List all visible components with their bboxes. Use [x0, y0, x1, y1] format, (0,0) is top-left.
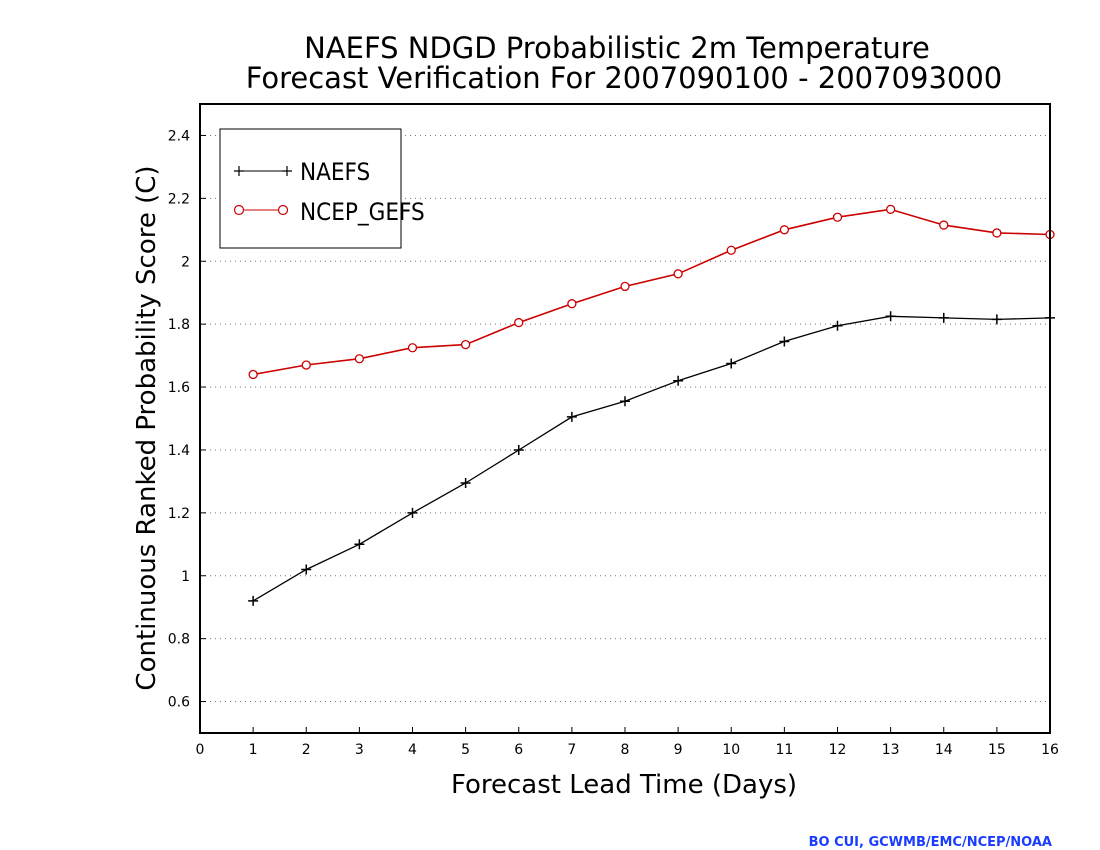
- legend-box: [219, 128, 402, 249]
- data-series: [248, 204, 1055, 606]
- x-tick-label: 14: [935, 742, 953, 758]
- data-point-naefs: [726, 358, 737, 369]
- series-line-ncep-gefs: [252, 208, 1051, 376]
- x-tick-label: 1: [249, 742, 258, 758]
- x-tick-label: 9: [674, 742, 683, 758]
- data-point-ncep-gefs: [673, 269, 683, 279]
- y-tick-label: 1.6: [168, 380, 190, 396]
- x-tick-label: 5: [461, 742, 470, 758]
- x-tick-label: 15: [988, 742, 1006, 758]
- data-point-ncep-gefs: [885, 204, 896, 215]
- y-axis-label: Continuous Ranked Probability Score (C): [132, 165, 162, 690]
- data-point-naefs: [620, 396, 630, 407]
- data-point-ncep-gefs: [726, 245, 736, 255]
- y-tick-label: 1: [181, 569, 190, 585]
- x-tick-label: 7: [567, 742, 576, 758]
- x-tick-label: 3: [355, 742, 364, 758]
- legend-label-ncep-gefs: NCEP_GEFS: [300, 198, 425, 226]
- gridlines: [200, 134, 1050, 703]
- x-tick-label: 12: [829, 742, 847, 758]
- data-point-naefs: [513, 444, 524, 455]
- x-tick-label: 2: [302, 742, 311, 758]
- data-point-ncep-gefs: [620, 281, 630, 292]
- data-point-ncep-gefs: [832, 212, 843, 222]
- y-tick-label: 2.4: [168, 128, 190, 144]
- series-line-naefs: [252, 315, 1051, 602]
- data-point-naefs: [832, 320, 843, 331]
- data-point-naefs: [885, 311, 896, 322]
- chart-subtitle: Forecast Verification For 2007090100 - 2…: [246, 61, 1003, 95]
- y-tick-label: 1.8: [168, 317, 190, 333]
- data-point-ncep-gefs: [779, 225, 790, 235]
- y-tick-label: 2.2: [168, 191, 190, 207]
- data-point-naefs: [566, 411, 577, 422]
- credit-text: BO CUI, GCWMB/EMC/NCEP/NOAA: [809, 835, 1052, 850]
- x-axis-label: Forecast Lead Time (Days): [451, 770, 797, 800]
- data-point-naefs: [673, 375, 684, 386]
- data-point-naefs: [460, 477, 471, 488]
- data-point-naefs: [407, 507, 418, 518]
- plot-frame: [199, 103, 1051, 734]
- x-tick-label: 13: [882, 742, 900, 758]
- y-tick-label: 1.4: [168, 443, 190, 459]
- x-tick-label: 4: [408, 742, 417, 758]
- data-point-naefs: [779, 336, 790, 347]
- data-point-ncep-gefs: [460, 339, 471, 350]
- data-point-ncep-gefs: [354, 354, 365, 364]
- x-tick-label: 8: [621, 742, 630, 758]
- legend: NAEFS NCEP_GEFS: [219, 128, 425, 249]
- y-tick-label: 1.2: [168, 506, 190, 522]
- data-point-ncep-gefs: [407, 343, 418, 353]
- legend-marker-ncep-gefs-right: [277, 204, 289, 216]
- legend-marker-ncep-gefs-left: [233, 204, 245, 216]
- data-point-naefs: [938, 312, 949, 323]
- x-tick-label: 0: [196, 742, 205, 758]
- x-tick-label: 11: [775, 742, 793, 758]
- data-point-naefs: [248, 595, 259, 606]
- data-point-ncep-gefs: [248, 369, 258, 380]
- data-point-naefs: [301, 564, 312, 575]
- data-point-ncep-gefs: [301, 360, 311, 370]
- x-tick-label: 6: [514, 742, 523, 758]
- data-point-naefs: [991, 314, 1002, 325]
- legend-marker-naefs: [234, 166, 292, 176]
- y-tick-label: 0.8: [168, 632, 190, 648]
- y-tick-label: 0.6: [168, 695, 190, 711]
- y-tick-label: 2: [181, 254, 190, 270]
- legend-label-naefs: NAEFS: [300, 158, 370, 186]
- data-point-ncep-gefs: [514, 317, 524, 328]
- data-point-ncep-gefs: [567, 299, 577, 309]
- chart-title: NAEFS NDGD Probabilistic 2m Temperature: [304, 31, 930, 65]
- data-point-ncep-gefs: [992, 228, 1002, 238]
- data-point-naefs: [354, 539, 365, 550]
- data-point-ncep-gefs: [939, 220, 949, 230]
- axes: 0.60.811.21.41.61.822.22.40 1 2 3 4 5 6 7 8 9 10 11…: [168, 128, 1059, 758]
- x-tick-label: 16: [1041, 742, 1059, 758]
- x-tick-label: 10: [722, 742, 740, 758]
